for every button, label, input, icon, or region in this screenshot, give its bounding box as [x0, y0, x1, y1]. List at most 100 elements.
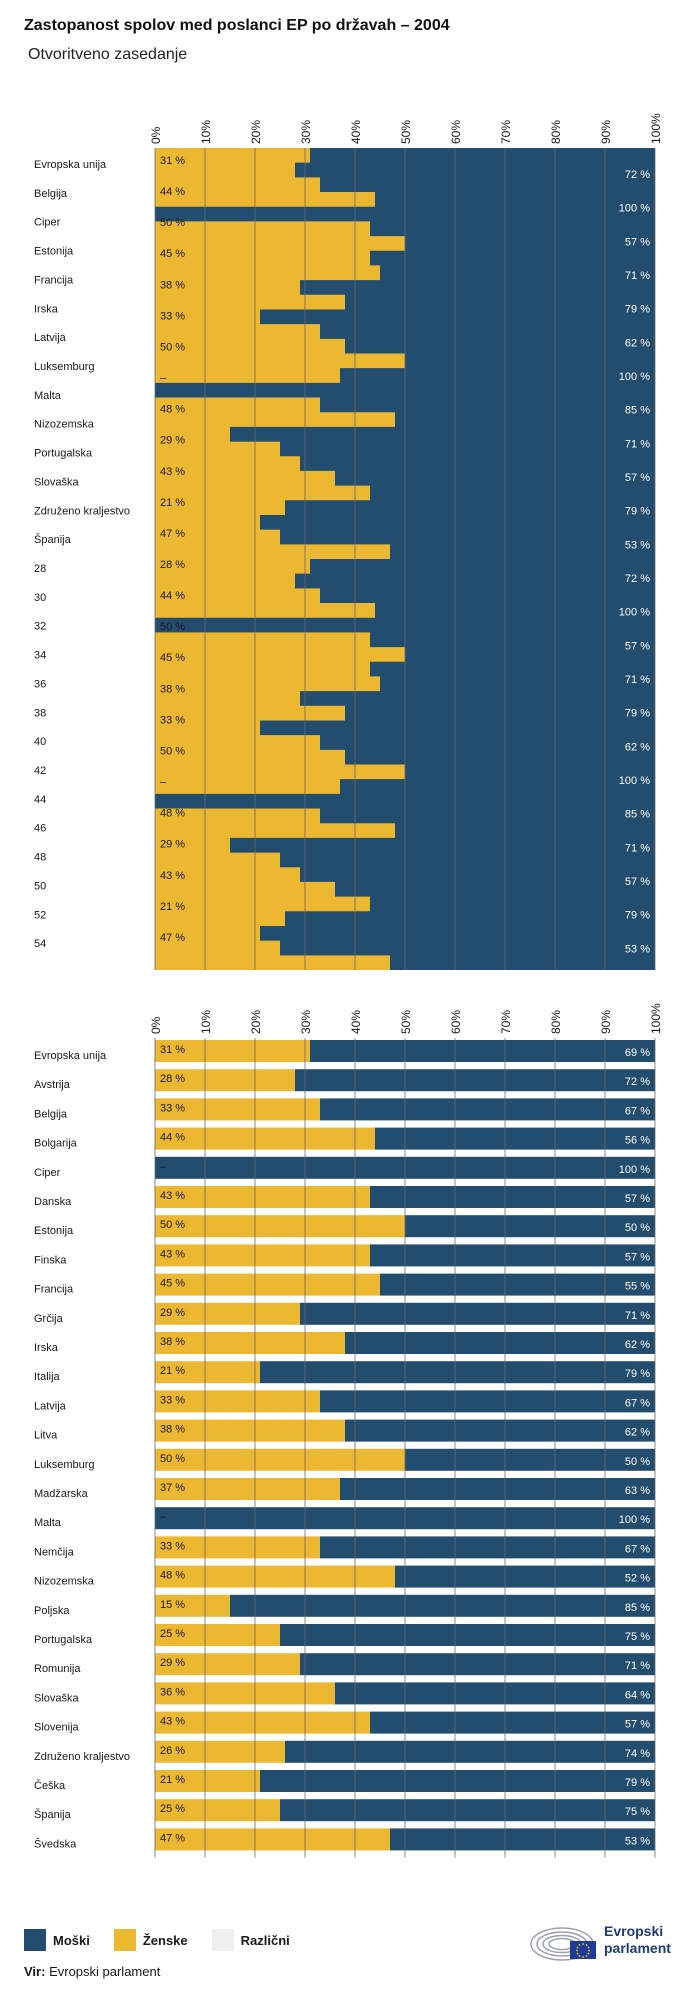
- top-female-label: 43 %: [160, 870, 185, 882]
- bottom-female-label: 43 %: [160, 1248, 185, 1260]
- bottom-bar-male: [280, 1799, 655, 1822]
- bottom-bar-male: [300, 1302, 655, 1325]
- bottom-female-label: 29 %: [160, 1657, 185, 1669]
- bottom-female-label: 47 %: [160, 1832, 185, 1844]
- bottom-axis-tick-label: 50%: [399, 1010, 413, 1034]
- bottom-male-label: 71 %: [625, 1310, 650, 1322]
- bottom-male-label: 67 %: [625, 1105, 650, 1117]
- bottom-category-label: Estonija: [34, 1225, 74, 1237]
- bottom-female-label: 21 %: [160, 1774, 185, 1786]
- top-male-label: 72 %: [625, 169, 650, 181]
- bottom-bar-male: [345, 1419, 655, 1442]
- bottom-female-label: 15 %: [160, 1599, 185, 1611]
- top-male-label: 100 %: [619, 371, 650, 383]
- bottom-category-label: Ciper: [34, 1167, 61, 1179]
- bottom-axis-tick-label: 80%: [549, 1010, 563, 1034]
- logo-line-2: parlament: [604, 1940, 671, 1956]
- top-female-label: 43 %: [160, 466, 185, 478]
- top-axis-tick-label: 80%: [549, 120, 563, 144]
- bottom-bar-female: [155, 1594, 230, 1617]
- bottom-bar-male: [370, 1244, 655, 1267]
- bottom-bar-female: [155, 1799, 280, 1822]
- bottom-category-label: Nemčija: [34, 1546, 75, 1558]
- bottom-bar-female: [155, 1740, 285, 1763]
- top-male-label: 53 %: [625, 539, 650, 551]
- bottom-category-label: Grčija: [34, 1313, 64, 1325]
- bottom-bar-male: [390, 1828, 655, 1851]
- bottom-category-label: Latvija: [34, 1400, 67, 1412]
- top-female-label: 50 %: [160, 621, 185, 633]
- bottom-bar-female: [155, 1186, 370, 1208]
- top-male-label: 62 %: [625, 741, 650, 753]
- bottom-female-label: 28 %: [160, 1073, 185, 1085]
- bottom-bar-female: [155, 1711, 370, 1734]
- bottom-male-label: 75 %: [625, 1806, 650, 1818]
- bottom-bar-male: [295, 1069, 655, 1092]
- top-male-label: 79 %: [625, 506, 650, 518]
- top-row-label: 28: [34, 563, 46, 575]
- bottom-male-label: 52 %: [625, 1573, 650, 1585]
- bottom-bar-male: [370, 1186, 655, 1208]
- legend-label-male: Moški: [53, 1932, 90, 1948]
- bottom-bar-male: [260, 1770, 655, 1792]
- top-row-label: Latvija: [34, 332, 67, 344]
- bottom-category-label: Madžarska: [34, 1488, 89, 1500]
- bottom-male-label: 62 %: [625, 1427, 650, 1439]
- top-female-label: 50 %: [160, 341, 185, 353]
- top-row-label: Irska: [34, 303, 59, 315]
- top-row-label: 54: [34, 938, 46, 950]
- bottom-bar-male: [405, 1448, 655, 1471]
- bottom-axis-tick-label: 20%: [249, 1010, 263, 1034]
- bottom-category-label: Italija: [34, 1371, 61, 1383]
- legend-item-male: Moški: [24, 1929, 90, 1951]
- bottom-category-label: Češka: [34, 1779, 66, 1792]
- bottom-bar-male: [405, 1215, 655, 1238]
- legend-item-female: Ženske: [113, 1929, 188, 1951]
- logo-text: Evropski parlament: [604, 1923, 671, 1957]
- logo-line-1: Evropski: [604, 1923, 664, 1939]
- bottom-bar-female: [155, 1273, 380, 1296]
- top-row-label: Portugalska: [34, 448, 93, 460]
- top-female-label: 38 %: [160, 279, 185, 291]
- bottom-female-label: –: [160, 1511, 167, 1523]
- bottom-axis-tick-label: 90%: [599, 1010, 613, 1034]
- bottom-category-label: Švedska: [34, 1837, 77, 1850]
- top-female-label: 29 %: [160, 839, 185, 851]
- bottom-male-label: 72 %: [625, 1076, 650, 1088]
- top-male-label: 79 %: [625, 304, 650, 316]
- top-axis-tick-label: 30%: [299, 120, 313, 144]
- bottom-male-label: 79 %: [625, 1777, 650, 1789]
- bottom-male-label: 53 %: [625, 1835, 650, 1847]
- top-male-label: 79 %: [625, 708, 650, 720]
- top-male-label: 85 %: [625, 405, 650, 417]
- bottom-bar-male: [320, 1098, 655, 1121]
- bottom-bar-female: [155, 1215, 405, 1238]
- bottom-male-label: 85 %: [625, 1602, 650, 1614]
- top-male-label: 100 %: [619, 203, 650, 215]
- legend: Moški Ženske Različni: [24, 1929, 314, 1951]
- bottom-female-label: 31 %: [160, 1044, 185, 1056]
- top-male-label: 57 %: [625, 640, 650, 652]
- bottom-axis-tick-label: 100%: [649, 1003, 663, 1034]
- top-female-label: 31 %: [160, 155, 185, 167]
- top-female-label: 47 %: [160, 528, 185, 540]
- top-row-label: 50: [34, 880, 46, 892]
- chart-bottom-bars: Evropska unija 31 % 69 % Avstrija 28 % 72 % Be…: [34, 1003, 663, 1858]
- top-male-label: 71 %: [625, 438, 650, 450]
- chart-subtitle: Otvoritveno zasedanje: [28, 46, 188, 63]
- bottom-category-label: Francija: [34, 1284, 74, 1296]
- top-row-label: Ciper: [34, 217, 61, 229]
- top-female-label: 44 %: [160, 186, 185, 198]
- bottom-male-label: 62 %: [625, 1339, 650, 1351]
- top-row-label: Nizozemska: [34, 419, 95, 431]
- bottom-female-label: 33 %: [160, 1102, 185, 1114]
- top-female-label: 38 %: [160, 683, 185, 695]
- bottom-bar-male: [345, 1332, 655, 1354]
- bottom-bar-male: [285, 1740, 655, 1763]
- bottom-bar-female: [155, 1478, 340, 1500]
- bottom-female-label: 38 %: [160, 1424, 185, 1436]
- bottom-bar-female: [155, 1419, 345, 1442]
- bottom-bar-male: [340, 1478, 655, 1500]
- bottom-male-label: 57 %: [625, 1251, 650, 1263]
